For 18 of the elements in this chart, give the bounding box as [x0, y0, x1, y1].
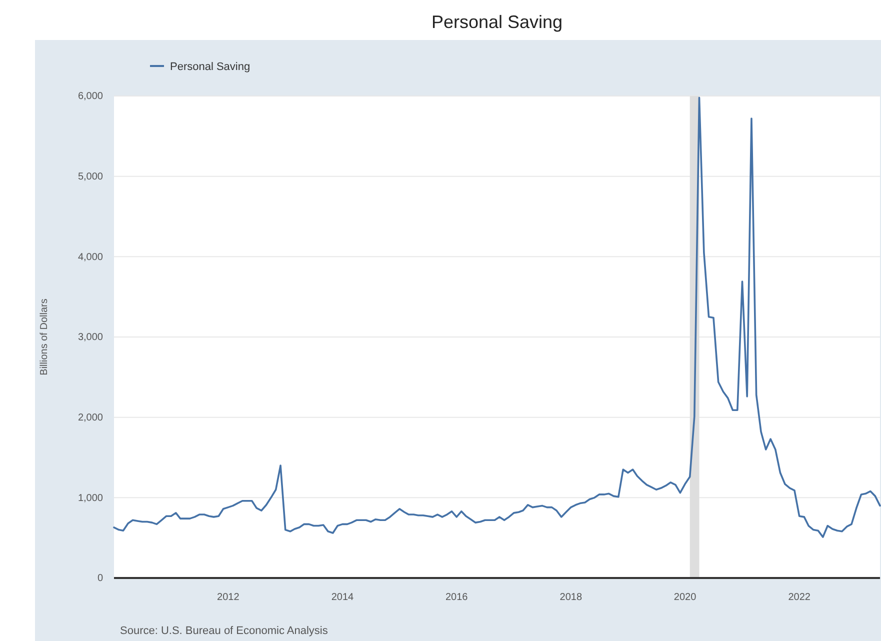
- source-note: Source: U.S. Bureau of Economic Analysis: [120, 625, 328, 637]
- x-tick-label: 2016: [445, 592, 468, 604]
- x-tick-label: 2014: [331, 592, 354, 604]
- chart-title: Personal Saving: [431, 12, 563, 32]
- y-tick-label: 4,000: [78, 252, 104, 263]
- y-tick-label: 5,000: [78, 172, 104, 183]
- x-tick-label: 2022: [788, 592, 811, 604]
- legend-label: Personal Saving: [170, 61, 250, 73]
- x-tick-label: 2012: [217, 592, 240, 604]
- y-tick-label: 2,000: [78, 412, 104, 424]
- y-tick-label: 3,000: [78, 332, 104, 344]
- y-tick-label: 0: [97, 573, 104, 584]
- y-tick-label: 1,000: [78, 492, 104, 504]
- x-tick-label: 2018: [560, 592, 582, 604]
- y-tick-label: 6,000: [78, 91, 104, 102]
- line-series: [113, 96, 881, 538]
- y-axis-title: Billions of Dollars: [39, 298, 50, 376]
- x-tick-label: 2020: [674, 592, 697, 604]
